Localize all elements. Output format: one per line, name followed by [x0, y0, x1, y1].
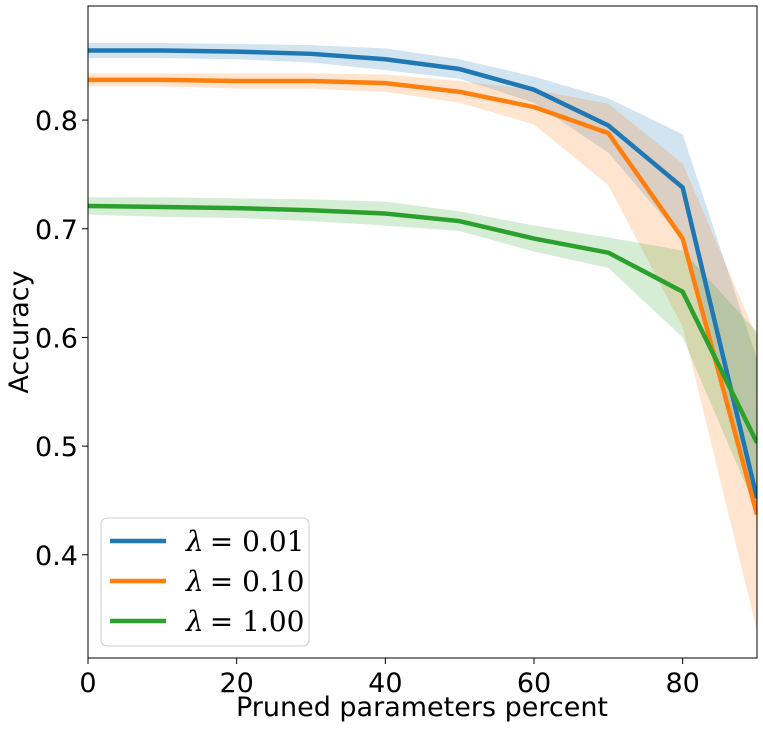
plot-frame: [87, 5, 758, 659]
legend-box: [100, 517, 310, 647]
x-tick-label: 60: [517, 668, 551, 699]
series-lines: [88, 48, 757, 516]
y-tick-label: 0.6: [35, 323, 78, 354]
series-2-line: [88, 203, 757, 444]
legend-label-2: λ = 1.00: [185, 605, 304, 638]
legend: λ = 0.01 λ = 0.10 λ = 1.00: [100, 517, 310, 647]
y-axis-ticks: 0.4 0.5 0.6 0.7 0.8: [35, 106, 88, 572]
series-1-line: [88, 77, 757, 516]
x-tick-label: 40: [368, 668, 402, 699]
y-tick-label: 0.5: [35, 432, 78, 463]
x-tick-label: 0: [79, 668, 96, 699]
x-axis-ticks: 0 20 40 60 80: [79, 658, 700, 699]
x-axis-label: Pruned parameters percent: [236, 692, 608, 723]
y-tick-label: 0.7: [35, 215, 78, 246]
legend-label-0: λ = 0.01: [185, 525, 304, 558]
y-axis-label: Accuracy: [4, 270, 35, 393]
y-tick-label: 0.4: [35, 541, 78, 572]
y-tick-label: 0.8: [35, 106, 78, 137]
legend-label-1: λ = 0.10: [185, 565, 304, 598]
x-tick-label: 20: [219, 668, 253, 699]
x-tick-label: 80: [665, 668, 699, 699]
series-0-line: [88, 48, 757, 499]
